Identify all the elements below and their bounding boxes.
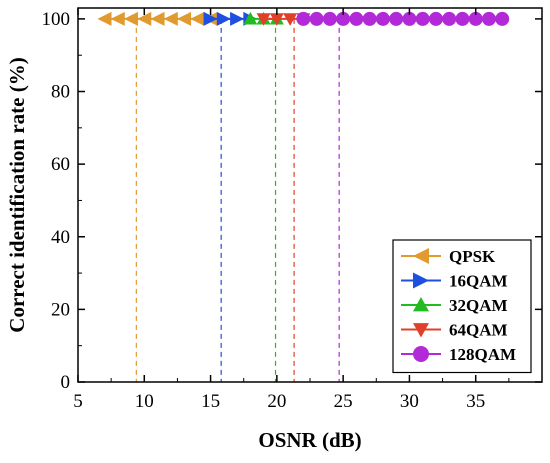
legend-marker <box>413 248 429 264</box>
legend-label: 16QAM <box>449 272 508 291</box>
data-point <box>110 11 125 26</box>
data-point <box>415 11 430 26</box>
legend-label: QPSK <box>449 247 496 266</box>
data-point <box>163 11 178 26</box>
data-point <box>336 11 351 26</box>
data-point <box>375 11 390 26</box>
data-point <box>137 11 152 26</box>
x-axis-title: OSNR (dB) <box>258 428 361 452</box>
data-point <box>428 11 443 26</box>
data-point <box>455 11 470 26</box>
legend-marker <box>413 346 429 362</box>
y-tick-label: 80 <box>51 82 70 103</box>
x-tick-label: 20 <box>267 391 286 412</box>
data-point <box>243 11 258 25</box>
data-point <box>256 13 271 26</box>
x-tick-label: 10 <box>135 391 154 412</box>
data-point <box>216 11 231 26</box>
data-point <box>442 11 457 26</box>
y-tick-label: 20 <box>51 299 70 320</box>
plot-area <box>97 11 510 382</box>
x-tick-label: 30 <box>400 391 419 412</box>
data-point <box>190 11 205 26</box>
data-point <box>296 11 311 26</box>
data-point <box>124 11 139 26</box>
y-tick-label: 0 <box>61 372 71 393</box>
y-tick-label: 60 <box>51 154 70 175</box>
y-tick-label: 100 <box>42 9 71 30</box>
data-point <box>309 11 324 26</box>
legend-marker <box>413 323 429 338</box>
data-point <box>389 11 404 26</box>
y-axis-title: Correct identification rate (%) <box>5 57 29 332</box>
legend-label: 32QAM <box>449 296 508 315</box>
data-point <box>495 11 510 26</box>
legend-marker <box>413 297 429 312</box>
y-tick-label: 40 <box>51 227 70 248</box>
data-point <box>362 11 377 26</box>
axis-ticks: 5 10 15 20 25 30 35 0 20 40 60 80 100 <box>42 8 542 412</box>
data-point <box>97 11 112 26</box>
legend-label: 128QAM <box>449 345 516 364</box>
x-tick-label: 35 <box>466 391 485 412</box>
data-point <box>150 11 165 26</box>
data-point <box>230 11 245 26</box>
data-point <box>322 11 337 26</box>
legend-marker <box>413 272 429 289</box>
legend-label: 64QAM <box>449 321 508 340</box>
legend: QPSK 16QAM 32QAM 64QAM 128QAM <box>392 239 532 374</box>
data-point <box>283 13 298 26</box>
data-point <box>468 11 483 26</box>
data-point <box>402 11 417 26</box>
data-point <box>177 11 192 26</box>
data-point <box>349 11 364 26</box>
x-tick-label: 15 <box>201 391 220 412</box>
data-point <box>481 11 496 26</box>
data-point <box>269 13 284 26</box>
x-tick-label: 25 <box>334 391 353 412</box>
data-point <box>203 11 218 26</box>
x-tick-label: 5 <box>73 391 83 412</box>
